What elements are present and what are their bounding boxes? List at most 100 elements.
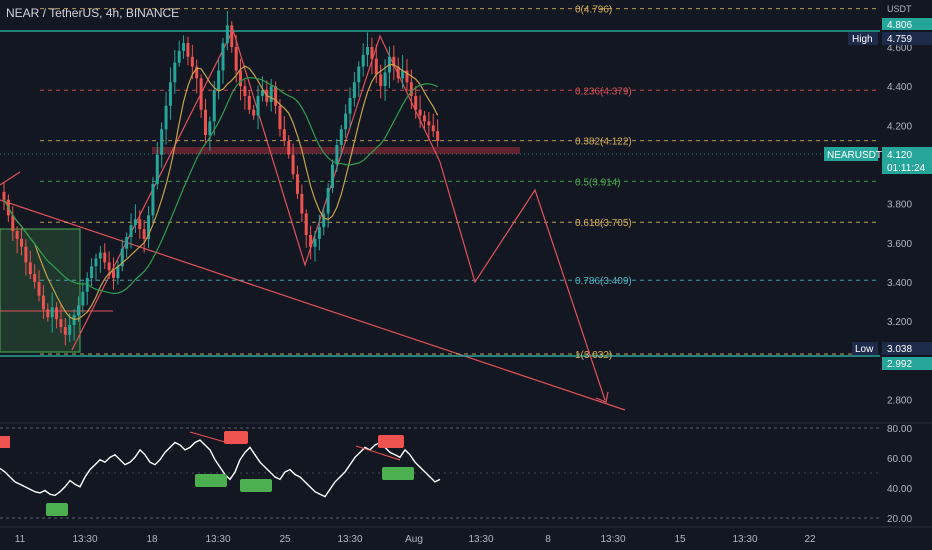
candle-body xyxy=(168,82,172,106)
bottom-value-badge xyxy=(882,357,932,370)
bear-label-stub xyxy=(0,436,10,448)
candle-body xyxy=(370,46,374,59)
hidden-bull-badge xyxy=(195,474,227,487)
candle-body xyxy=(46,309,50,318)
candle-body xyxy=(28,262,32,275)
symbol-badge xyxy=(824,147,878,161)
candle-body xyxy=(133,219,137,226)
bear-divergence-badge xyxy=(224,431,248,444)
candle-body xyxy=(72,315,76,326)
fib-retracement: 0(4.796) 0.236(4.379) 0.382(4.122) 0.5(3.91… xyxy=(40,5,880,361)
candle-body xyxy=(2,191,6,200)
candle-body xyxy=(186,43,190,57)
candle-body xyxy=(309,234,313,247)
bear-divergence-badge-2 xyxy=(378,435,404,448)
top-value-text: 4.806 xyxy=(887,20,912,31)
candle-body xyxy=(199,78,203,110)
candle-body xyxy=(322,213,326,228)
chart-title: NEAR / TetherUS, 4h, BINANCE xyxy=(6,6,180,20)
candle-body xyxy=(396,66,400,79)
candle-body xyxy=(335,144,339,165)
candle-body xyxy=(313,238,317,247)
candle-body xyxy=(295,174,299,194)
candle-body xyxy=(90,266,94,279)
candle-body xyxy=(243,86,247,96)
indicator-tick-label: 40.00 xyxy=(887,484,912,495)
time-tick-label: 8 xyxy=(545,534,551,545)
candle-body xyxy=(103,252,107,263)
time-tick-label: 11 xyxy=(15,534,26,545)
fib-level-label: 1(3.032) xyxy=(575,350,612,361)
candle-body xyxy=(256,95,260,116)
candle-body xyxy=(374,58,378,75)
candle-body xyxy=(405,70,409,83)
candle-body xyxy=(41,295,45,310)
hidden-bull-badge-2 xyxy=(240,479,272,492)
candle-body xyxy=(151,184,155,216)
candle-body xyxy=(317,227,321,239)
time-tick-label: 13:30 xyxy=(600,534,625,545)
candle-body xyxy=(436,131,440,141)
candle-body xyxy=(112,270,115,279)
last-price-text: 4.120 xyxy=(887,150,912,161)
candle-body xyxy=(68,325,72,335)
candle-body xyxy=(15,231,19,239)
candle-body xyxy=(85,278,89,292)
time-tick-label: 25 xyxy=(279,534,291,545)
currency-label: USDT xyxy=(887,4,912,14)
bottom-value-text: 2.992 xyxy=(887,359,912,370)
fib-level-label: 0.786(3.409) xyxy=(575,276,632,287)
time-tick-label: 13:30 xyxy=(205,534,230,545)
candle-body xyxy=(383,72,387,87)
candle-body xyxy=(190,56,194,67)
price-tick-label: 3.600 xyxy=(887,239,912,250)
candle-body xyxy=(304,213,308,235)
candle-body xyxy=(348,97,352,114)
indicator-line xyxy=(0,439,441,498)
high-value-text: 4.759 xyxy=(887,34,912,45)
time-tick-label: 13:30 xyxy=(337,534,362,545)
candle-body xyxy=(107,262,111,271)
low-label-badge xyxy=(852,342,878,355)
candles-layer xyxy=(2,11,440,346)
candle-body xyxy=(247,95,251,110)
candle-body xyxy=(217,70,221,91)
candle-body xyxy=(24,246,28,263)
candle-body xyxy=(379,74,383,87)
candle-body xyxy=(160,129,164,155)
top-value-badge xyxy=(882,18,932,30)
moving-average-slow xyxy=(3,76,438,295)
indicator-tick-label: 60.00 xyxy=(887,454,912,465)
candle-body xyxy=(37,281,41,296)
indicator-panel: 80.00 60.00 40.00 20.00 xyxy=(0,422,932,525)
candle-body xyxy=(221,43,225,71)
candle-body xyxy=(120,248,124,267)
candle-body xyxy=(274,86,278,106)
symbol-label-text: NEARUSDT xyxy=(827,150,882,161)
high-label-text: High xyxy=(852,34,873,45)
time-tick-label: 13:30 xyxy=(732,534,757,545)
candle-body xyxy=(33,274,37,282)
candle-body xyxy=(418,109,422,116)
candle-body xyxy=(401,70,405,79)
indicator-tick-label: 80.00 xyxy=(887,424,912,435)
low-value-badge xyxy=(882,342,932,355)
candle-body xyxy=(287,140,291,155)
price-tick-label: 3.800 xyxy=(887,200,912,211)
projection-arrowhead xyxy=(595,391,609,403)
candle-body xyxy=(331,164,334,188)
hidden-bull-badge-3 xyxy=(382,467,414,480)
candle-body xyxy=(234,46,238,71)
candle-body xyxy=(291,154,295,175)
candle-body xyxy=(230,25,234,47)
time-tick-label: 13:30 xyxy=(468,534,493,545)
moving-average-fast xyxy=(3,63,439,321)
candle-body xyxy=(260,90,264,96)
trendline-stub xyxy=(0,171,21,186)
candle-body xyxy=(366,46,370,55)
candle-body xyxy=(125,236,129,249)
high-label-badge xyxy=(848,32,878,45)
moving-averages xyxy=(3,63,439,321)
candle-body xyxy=(173,62,177,83)
